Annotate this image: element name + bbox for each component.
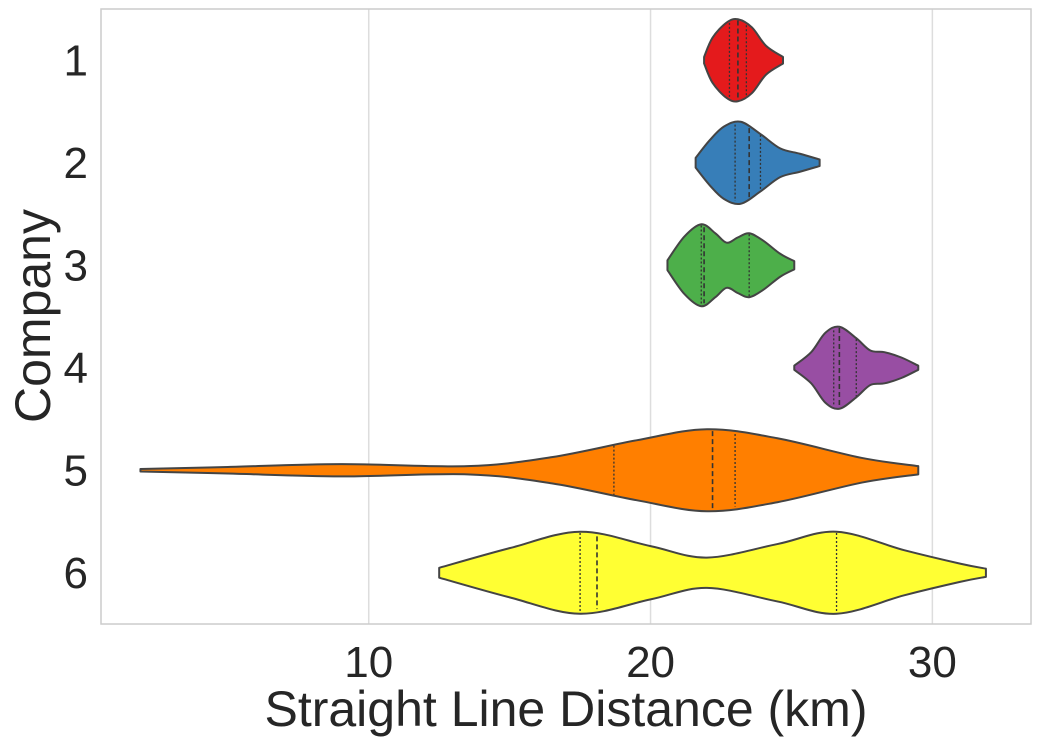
x-tick-label: 20 (626, 638, 675, 687)
y-tick-labels: 1 2 3 4 5 6 (64, 36, 88, 598)
violin-3 (666, 223, 796, 308)
violin-body (438, 530, 987, 615)
violin-2 (694, 120, 821, 206)
violin-body (666, 223, 796, 308)
x-axis-label: Straight Line Distance (km) (264, 681, 867, 737)
violin-6 (438, 530, 987, 615)
grid-lines (367, 9, 934, 624)
violin-body (694, 120, 821, 206)
violin-4 (793, 325, 920, 410)
y-tick-label: 4 (64, 344, 88, 393)
violin-1 (703, 17, 784, 103)
y-tick-label: 6 (64, 549, 88, 598)
y-axis-label: Company (5, 209, 61, 423)
plot-background (101, 9, 1031, 624)
y-tick-label: 1 (64, 36, 88, 85)
violins (139, 17, 987, 615)
y-tick-label: 5 (64, 446, 88, 495)
y-tick-label: 2 (64, 139, 88, 188)
violin-5 (139, 428, 920, 513)
y-tick-label: 3 (64, 241, 88, 290)
x-tick-label: 10 (344, 638, 393, 687)
plot-frame (100, 8, 1032, 625)
x-tick-label: 30 (908, 638, 957, 687)
x-tick-labels: 10 20 30 (344, 638, 957, 687)
violin-body (703, 17, 784, 103)
violin-body (139, 428, 920, 513)
